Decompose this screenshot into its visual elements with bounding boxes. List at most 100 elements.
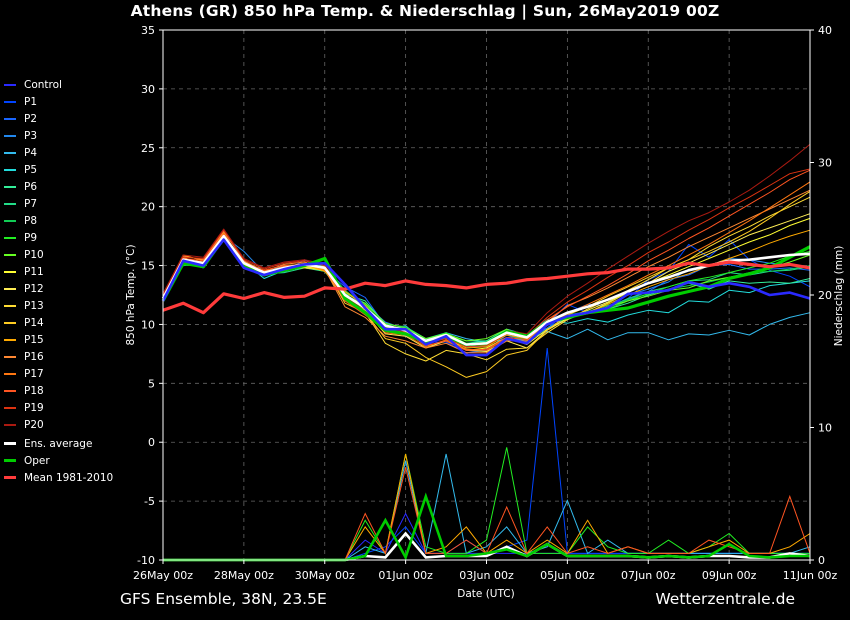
legend-swatch — [4, 355, 16, 358]
legend-label: Mean 1981-2010 — [24, 471, 114, 484]
temp-line-p18 — [162, 169, 811, 351]
legend-label: P11 — [24, 265, 44, 278]
legend-swatch — [4, 476, 16, 479]
legend-item: Ens. average — [4, 435, 124, 452]
axes: -10 -5 0 5 10 15 20 25 30 35 0 10 20 30 40 26May 00z 28M… — [133, 24, 837, 582]
y2-tick-label: 10 — [818, 422, 832, 435]
legend-item: Oper — [4, 452, 124, 469]
y2-tick-label: 20 — [818, 289, 832, 302]
temp-line-p19 — [162, 168, 811, 348]
legend-item: Control — [4, 76, 124, 93]
legend-item: P5 — [4, 161, 124, 178]
y2-tick-label: 40 — [818, 24, 832, 37]
legend-item: P6 — [4, 178, 124, 195]
temp-line-p3 — [162, 235, 811, 349]
x-tick-label: 07Jun 00z — [621, 569, 676, 582]
legend-swatch — [4, 338, 16, 341]
y-tick-label: 5 — [148, 377, 155, 390]
x-tick-label: 26May 00z — [133, 569, 193, 582]
legend-swatch — [4, 151, 16, 154]
legend-swatch — [4, 117, 16, 120]
legend-label: P14 — [24, 316, 44, 329]
x-tick-label: 05Jun 00z — [540, 569, 595, 582]
legend-swatch — [4, 304, 16, 307]
legend-swatch — [4, 287, 16, 290]
y-tick-label: 30 — [141, 83, 155, 96]
legend-item: P13 — [4, 297, 124, 314]
legend-item: P1 — [4, 93, 124, 110]
chart-title: Athens (GR) 850 hPa Temp. & Niederschlag… — [130, 2, 720, 20]
legend-item: P9 — [4, 229, 124, 246]
grid-lines — [163, 30, 810, 560]
legend-item: P7 — [4, 195, 124, 212]
x-tick-label: 28May 00z — [214, 569, 274, 582]
x-axis-label: Date (UTC) — [457, 588, 514, 600]
legend-item: P10 — [4, 246, 124, 263]
temp-line-mean-1981-2010 — [162, 260, 811, 315]
temp-line-p12 — [162, 213, 811, 352]
legend-label: P2 — [24, 112, 38, 125]
temp-line-ens-average — [161, 234, 811, 346]
footer-source: Wetterzentrale.de — [655, 590, 795, 608]
legend-item: P2 — [4, 110, 124, 127]
legend-item: P14 — [4, 314, 124, 331]
legend-label: P3 — [24, 129, 38, 142]
legend-swatch — [4, 185, 16, 188]
y-tick-label: 20 — [141, 201, 155, 214]
x-tick-label: 03Jun 00z — [459, 569, 514, 582]
legend-label: P12 — [24, 282, 44, 295]
legend-label: P8 — [24, 214, 38, 227]
legend-label: P10 — [24, 248, 44, 261]
y-tick-label: 35 — [141, 24, 155, 37]
x-tick-label: 11Jun 00z — [783, 569, 838, 582]
legend-item: P18 — [4, 382, 124, 399]
y-tick-label: 10 — [141, 318, 155, 331]
legend-label: P20 — [24, 418, 44, 431]
legend-swatch — [4, 83, 16, 86]
temperature-series — [161, 143, 811, 378]
legend-label: Oper — [24, 454, 50, 467]
y-tick-label: 25 — [141, 142, 155, 155]
y-axis-label: 850 hPa Temp. (°C) — [125, 244, 137, 345]
legend-swatch — [4, 442, 16, 445]
legend-label: P13 — [24, 299, 44, 312]
legend-item: Mean 1981-2010 — [4, 469, 124, 486]
legend-swatch — [4, 134, 16, 137]
chart-legend: Control P1 P2 P3 P4 P5 P6 P7 P8 P9 P10 P11 P12 P13 P14… — [4, 76, 124, 486]
legend-item: P12 — [4, 280, 124, 297]
legend-item: P11 — [4, 263, 124, 280]
legend-label: P4 — [24, 146, 38, 159]
y-tick-label: -10 — [137, 554, 155, 567]
legend-item: P20 — [4, 416, 124, 433]
legend-swatch — [4, 321, 16, 324]
temp-line-control — [161, 238, 811, 357]
legend-swatch — [4, 406, 16, 409]
legend-swatch — [4, 389, 16, 392]
legend-swatch — [4, 459, 16, 462]
legend-label: P15 — [24, 333, 44, 346]
legend-item: P3 — [4, 127, 124, 144]
legend-label: P6 — [24, 180, 38, 193]
y2-tick-label: 0 — [818, 554, 825, 567]
legend-label: P19 — [24, 401, 44, 414]
legend-label: Control — [24, 78, 62, 91]
legend-label: P7 — [24, 197, 38, 210]
legend-swatch — [4, 253, 16, 256]
legend-label: P16 — [24, 350, 44, 363]
legend-item: P17 — [4, 365, 124, 382]
legend-swatch — [4, 270, 16, 273]
legend-label: P9 — [24, 231, 38, 244]
legend-label: Ens. average — [24, 437, 93, 450]
legend-item: P8 — [4, 212, 124, 229]
y2-tick-label: 30 — [818, 157, 832, 170]
footer-model-info: GFS Ensemble, 38N, 23.5E — [120, 590, 327, 608]
legend-label: P1 — [24, 95, 38, 108]
legend-swatch — [4, 236, 16, 239]
legend-item: P4 — [4, 144, 124, 161]
legend-label: P5 — [24, 163, 38, 176]
x-tick-label: 09Jun 00z — [702, 569, 757, 582]
legend-swatch — [4, 372, 16, 375]
legend-item: P19 — [4, 399, 124, 416]
x-tick-label: 30May 00z — [295, 569, 355, 582]
legend-label: P18 — [24, 384, 44, 397]
